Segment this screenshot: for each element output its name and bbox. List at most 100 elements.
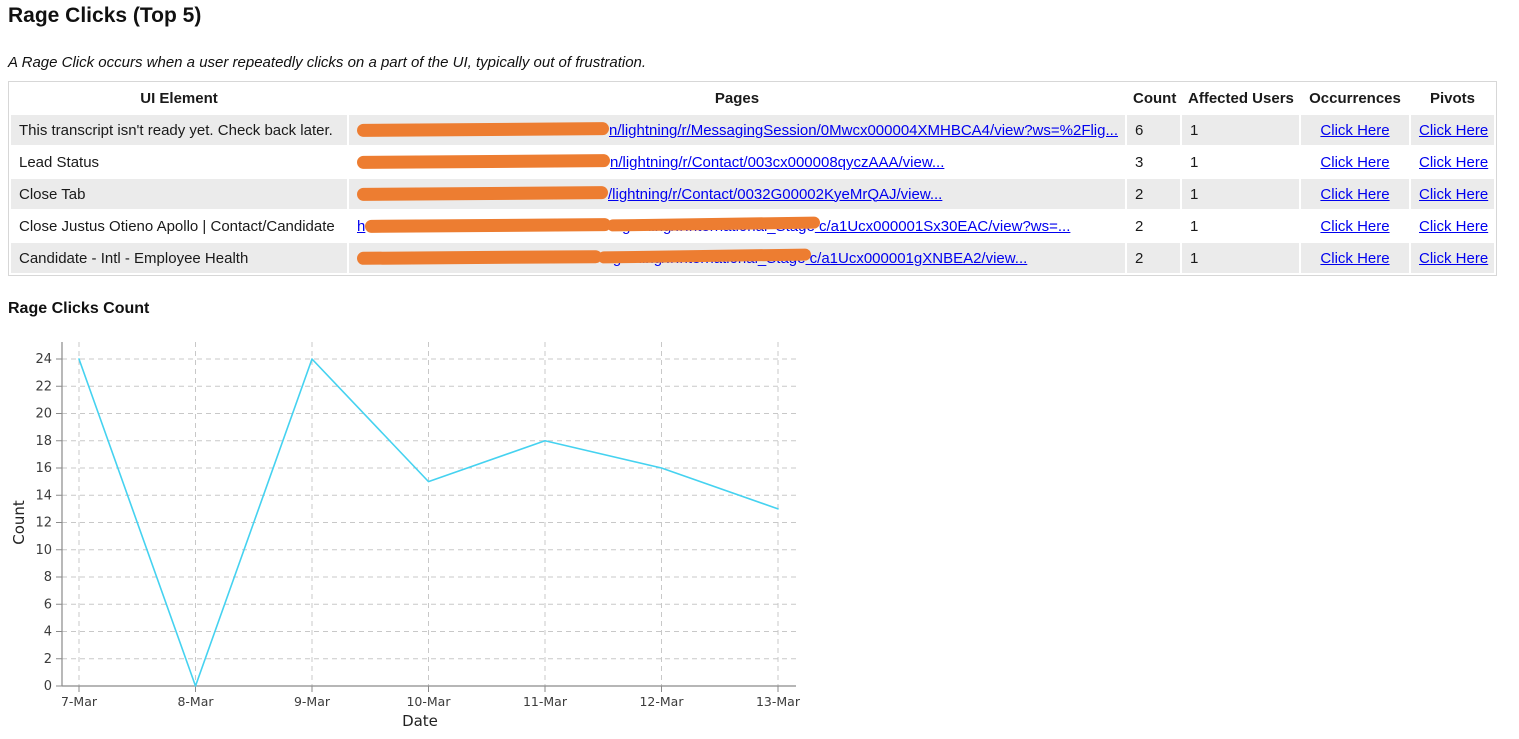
chart-container: 0 2 4 6 8 10 12 14 16 18 20 22 24 7-Mar 8-Mar 9-Mar 10-M…: [8, 334, 1511, 739]
occurrences-cell: Click Here: [1301, 147, 1409, 177]
y-tick-label: 20: [35, 407, 52, 422]
partially-redacted-url-text: /lightning/r/International_Stage: [597, 248, 812, 267]
ui-element-cell: Lead Status: [11, 147, 347, 177]
count-cell: 2: [1127, 179, 1180, 209]
table-row: Lead Status n/lightning/r/Contact/003cx00…: [11, 147, 1494, 177]
page-url-link[interactable]: h/lightning/r/International_Stage c/a1Uc…: [357, 216, 1071, 235]
x-tick-label: 13-Mar: [756, 694, 801, 709]
count-cell: 3: [1127, 147, 1180, 177]
column-header-occurrences: Occurrences: [1301, 84, 1409, 113]
url-text: n/lightning/r/Contact/003cx000008qyczAAA…: [610, 153, 945, 171]
y-tick-label: 22: [35, 379, 52, 394]
occurrences-cell: Click Here: [1301, 115, 1409, 145]
redaction-marker: [356, 185, 609, 201]
table-header: UI Element Pages Count Affected Users Occurr…: [11, 84, 1494, 113]
page-url-link[interactable]: n/lightning/r/Contact/003cx000008qyczAAA…: [356, 153, 945, 171]
y-tick-label: 8: [44, 570, 52, 585]
x-tick-label: 10-Mar: [406, 694, 451, 709]
occurrences-cell: Click Here: [1301, 179, 1409, 209]
pages-cell: /lightning/r/International_Stage c/a1Ucx…: [349, 243, 1125, 273]
occurrences-click-here-link[interactable]: Click Here: [1320, 153, 1390, 171]
table-row: Candidate - Intl - Employee Health/light…: [11, 243, 1494, 273]
redaction-marker: [597, 248, 812, 263]
redaction-marker: [356, 249, 603, 265]
table-row: Close Tab/lightning/r/Contact/0032G00002…: [11, 179, 1494, 209]
column-header-affected-users: Affected Users: [1182, 84, 1299, 113]
occurrences-cell: Click Here: [1301, 243, 1409, 273]
column-header-count: Count: [1127, 84, 1180, 113]
pivots-cell: Click Here: [1411, 147, 1494, 177]
occurrences-click-here-link[interactable]: Click Here: [1320, 185, 1390, 203]
url-text: n/lightning/r/MessagingSession/0Mwcx0000…: [609, 121, 1118, 139]
rage-click-description: A Rage Click occurs when a user repeated…: [8, 54, 647, 71]
y-tick-label: 2: [44, 652, 52, 667]
pivots-cell: Click Here: [1411, 179, 1494, 209]
pages-cell: n/lightning/r/Contact/003cx000008qyczAAA…: [349, 147, 1125, 177]
page-url-link[interactable]: n/lightning/r/MessagingSession/0Mwcx0000…: [356, 121, 1118, 139]
table-row: Close Justus Otieno Apollo | Contact/Can…: [11, 211, 1494, 241]
x-axis-title: Date: [402, 712, 438, 730]
y-tick-label: 10: [35, 543, 52, 558]
x-tick-label: 12-Mar: [639, 694, 684, 709]
chart-title: Rage Clicks Count: [8, 300, 150, 317]
affected-users-cell: 1: [1182, 115, 1299, 145]
x-tick-label: 8-Mar: [177, 694, 214, 709]
y-axis-title: Count: [10, 500, 28, 545]
pivots-click-here-link[interactable]: Click Here: [1419, 249, 1489, 267]
page-url-link[interactable]: /lightning/r/Contact/0032G00002KyeMrQAJ/…: [356, 185, 942, 203]
occurrences-click-here-link[interactable]: Click Here: [1320, 249, 1390, 267]
pivots-cell: Click Here: [1411, 115, 1494, 145]
y-tick-label: 6: [44, 597, 52, 612]
y-tick-label: 24: [35, 352, 52, 367]
affected-users-cell: 1: [1182, 147, 1299, 177]
data-line-series: [78, 358, 779, 687]
page-title: Rage Clicks (Top 5): [8, 4, 202, 27]
occurrences-click-here-link[interactable]: Click Here: [1320, 121, 1390, 139]
x-tick-label: 11-Mar: [523, 694, 568, 709]
redaction-marker: [607, 216, 821, 231]
pages-cell: n/lightning/r/MessagingSession/0Mwcx0000…: [349, 115, 1125, 145]
column-header-pivots: Pivots: [1411, 84, 1494, 113]
redaction-marker: [365, 217, 612, 233]
x-tick-label: 7-Mar: [61, 694, 98, 709]
partially-redacted-url-text: /lightning/r/International_Stage: [607, 216, 821, 235]
x-tick-label: 9-Mar: [294, 694, 331, 709]
pivots-cell: Click Here: [1411, 211, 1494, 241]
pivots-click-here-link[interactable]: Click Here: [1419, 121, 1489, 139]
occurrences-click-here-link[interactable]: Click Here: [1320, 217, 1390, 235]
pivots-click-here-link[interactable]: Click Here: [1419, 153, 1489, 171]
url-text: h: [357, 217, 366, 235]
redaction-marker: [356, 153, 611, 169]
y-tick-label: 16: [35, 461, 52, 476]
count-cell: 2: [1127, 243, 1180, 273]
y-tick-label: 12: [35, 516, 52, 531]
y-tick-label: 0: [44, 679, 52, 694]
count-cell: 6: [1127, 115, 1180, 145]
pages-cell: /lightning/r/Contact/0032G00002KyeMrQAJ/…: [349, 179, 1125, 209]
pivots-cell: Click Here: [1411, 243, 1494, 273]
ui-element-cell: Close Tab: [11, 179, 347, 209]
y-tick-label: 18: [35, 434, 52, 449]
y-tick-label: 14: [35, 488, 52, 503]
affected-users-cell: 1: [1182, 243, 1299, 273]
table-row: This transcript isn't ready yet. Check b…: [11, 115, 1494, 145]
pivots-click-here-link[interactable]: Click Here: [1419, 217, 1489, 235]
pivots-click-here-link[interactable]: Click Here: [1419, 185, 1489, 203]
column-header-pages: Pages: [349, 84, 1125, 113]
count-cell: 2: [1127, 211, 1180, 241]
url-text: c/a1Ucx000001Sx30EAC/view?ws=...: [814, 217, 1071, 235]
redaction-marker: [356, 121, 610, 137]
page-url-link[interactable]: /lightning/r/International_Stage c/a1Ucx…: [356, 248, 1028, 267]
occurrences-cell: Click Here: [1301, 211, 1409, 241]
column-header-ui-element: UI Element: [11, 84, 347, 113]
affected-users-cell: 1: [1182, 211, 1299, 241]
ui-element-cell: Close Justus Otieno Apollo | Contact/Can…: [11, 211, 347, 241]
y-tick-label: 4: [44, 625, 52, 640]
url-text: c/a1Ucx000001gXNBEA2/view...: [805, 249, 1028, 267]
pages-cell: h/lightning/r/International_Stage c/a1Uc…: [349, 211, 1125, 241]
rage-clicks-table: UI Element Pages Count Affected Users Occurr…: [8, 81, 1497, 276]
affected-users-cell: 1: [1182, 179, 1299, 209]
ui-element-cell: This transcript isn't ready yet. Check b…: [11, 115, 347, 145]
